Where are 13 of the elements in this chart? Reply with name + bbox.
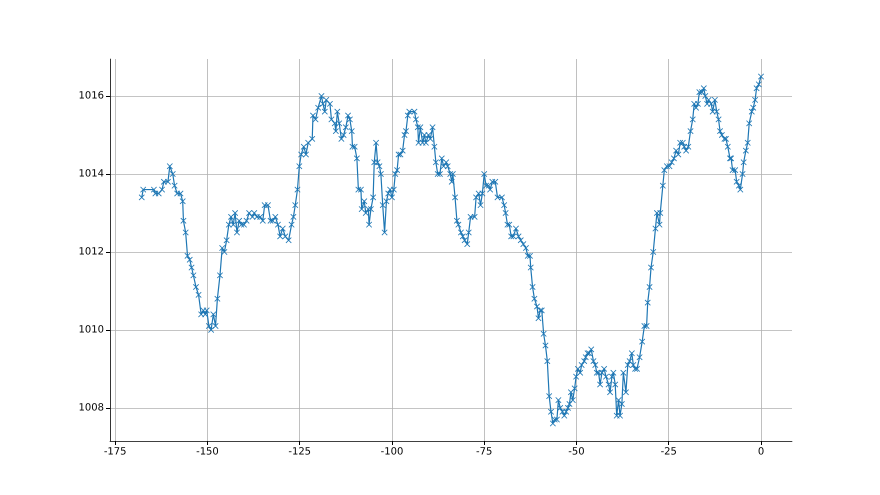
- x-tick-label: -25: [660, 446, 677, 458]
- y-tick-label: 1016: [78, 90, 104, 102]
- y-tick-label: 1012: [78, 246, 104, 258]
- y-tick-label: 1010: [78, 324, 104, 336]
- x-tick-label: -75: [476, 446, 492, 458]
- x-tick-label: 0: [758, 446, 764, 458]
- x-tick-label: -100: [380, 446, 404, 458]
- x-tick-label: -125: [288, 446, 312, 458]
- y-tick-label: 1008: [78, 402, 104, 414]
- y-tick-label: 1014: [78, 168, 104, 180]
- x-tick-label: -50: [568, 446, 585, 458]
- x-tick-label: -175: [104, 446, 127, 458]
- x-tick-label: -150: [196, 446, 219, 458]
